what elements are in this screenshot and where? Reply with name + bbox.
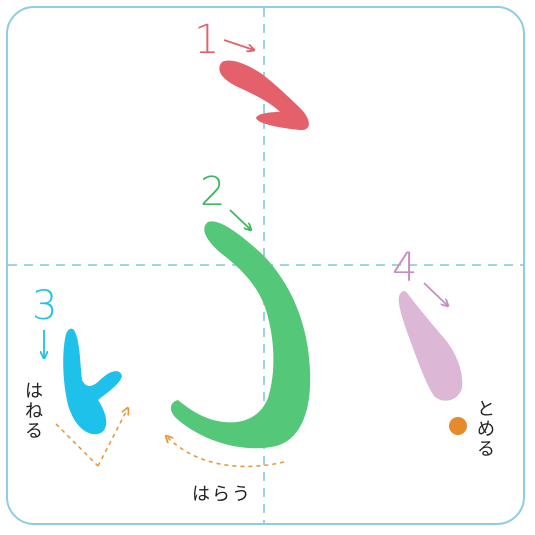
hane-label: はねる xyxy=(25,381,43,442)
stroke-number-3: 3 xyxy=(32,283,58,329)
stroke-1-shape xyxy=(219,60,309,131)
stroke-2-shape xyxy=(170,221,311,449)
harai-label: はらう xyxy=(192,484,252,505)
hane-hint-arrow-left xyxy=(55,423,99,467)
stroke-2-arrow xyxy=(229,209,251,230)
hane-hint-arrow-right xyxy=(97,408,128,467)
harai-hint-arrow xyxy=(166,436,285,468)
stroke-4-shape xyxy=(398,291,463,401)
stroke-number-2: 2 xyxy=(200,169,226,215)
stroke-1-arrow xyxy=(223,39,254,50)
stroke-3-shape xyxy=(63,328,122,435)
stroke-4-arrow xyxy=(423,282,448,306)
stroke-number-1: 1 xyxy=(194,17,220,63)
tome-label: とめる xyxy=(477,399,495,460)
stroke-number-4: 4 xyxy=(392,245,418,291)
tome-dot xyxy=(449,417,467,435)
